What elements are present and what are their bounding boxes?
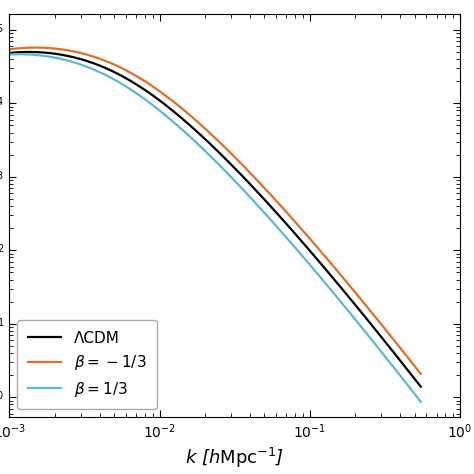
- $\beta = 1/3$: [78, 62, 84, 67]
- ΛCDM: [182, 118, 188, 124]
- $\beta = 1/3$: [418, 399, 424, 405]
- $\beta = 1/3$: [164, 114, 170, 119]
- $\beta = 1/3$: [366, 333, 372, 339]
- ΛCDM: [410, 374, 416, 380]
- Line: $\beta = 1/3$: $\beta = 1/3$: [9, 54, 421, 402]
- Legend: ΛCDM, $\beta = -1/3$, $\beta = 1/3$: ΛCDM, $\beta = -1/3$, $\beta = 1/3$: [17, 320, 157, 410]
- $\beta = 1/3$: [182, 129, 188, 135]
- X-axis label: $k$ [$h\mathrm{Mpc}^{-1}$]: $k$ [$h\mathrm{Mpc}^{-1}$]: [185, 446, 284, 470]
- ΛCDM: [54, 51, 59, 57]
- $\beta = -1/3$: [164, 94, 170, 100]
- $\beta = -1/3$: [182, 108, 188, 114]
- ΛCDM: [164, 103, 170, 109]
- Line: $\beta = -1/3$: $\beta = -1/3$: [9, 47, 421, 374]
- Line: ΛCDM: ΛCDM: [9, 52, 421, 387]
- $\beta = -1/3$: [410, 361, 416, 367]
- $\beta = 1/3$: [16, 51, 22, 57]
- $\beta = 1/3$: [54, 55, 59, 61]
- $\beta = -1/3$: [418, 371, 424, 377]
- $\beta = -1/3$: [366, 306, 372, 311]
- $\beta = -1/3$: [33, 45, 38, 50]
- ΛCDM: [78, 56, 84, 62]
- $\beta = -1/3$: [54, 46, 59, 52]
- ΛCDM: [366, 319, 372, 324]
- ΛCDM: [7, 50, 12, 56]
- ΛCDM: [26, 49, 32, 55]
- ΛCDM: [418, 384, 424, 390]
- $\beta = -1/3$: [78, 50, 84, 56]
- $\beta = 1/3$: [410, 389, 416, 394]
- $\beta = 1/3$: [7, 52, 12, 57]
- $\beta = -1/3$: [7, 46, 12, 52]
